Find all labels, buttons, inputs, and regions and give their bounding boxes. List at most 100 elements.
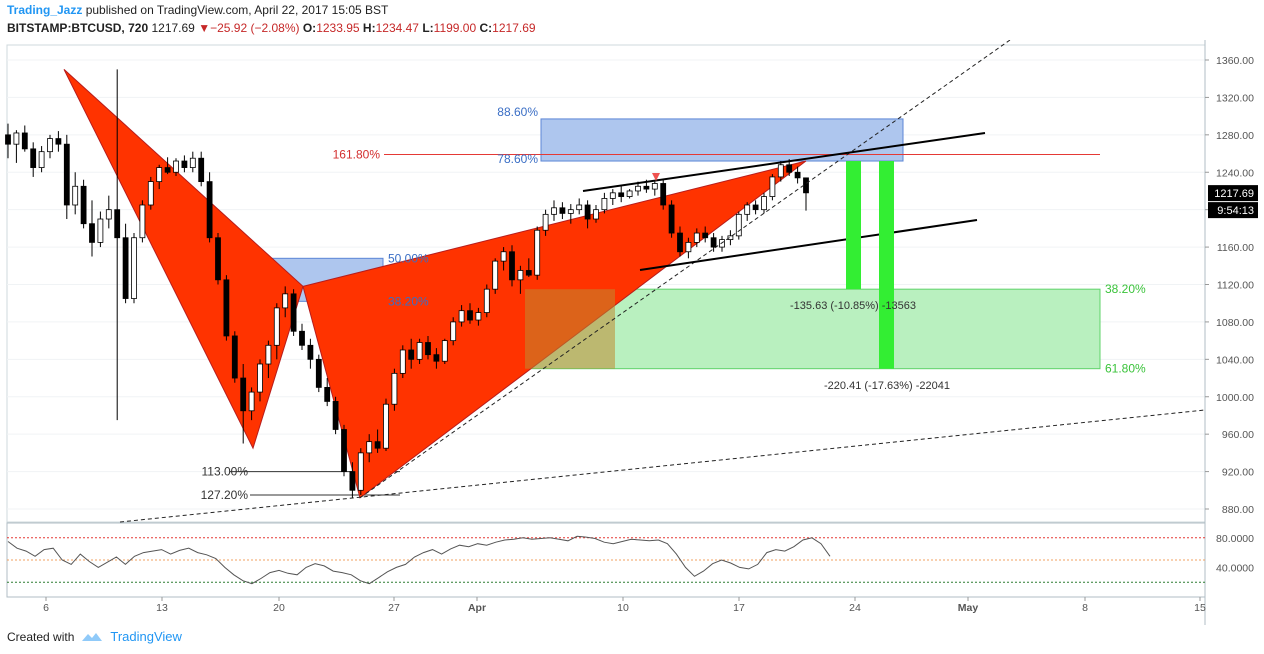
candle (357, 452, 364, 491)
candle (383, 403, 389, 449)
author-link[interactable]: Trading_Jazz (7, 3, 83, 17)
candle (114, 209, 121, 239)
fib-label-61-target: 61.80% (1105, 362, 1146, 376)
tradingview-link[interactable]: TradingView (110, 629, 182, 644)
candle (173, 160, 179, 173)
high-value: 1234.47 (375, 21, 419, 35)
fib-label-161: 161.80% (333, 147, 381, 161)
candle (769, 176, 776, 197)
pattern-xab (63, 68, 304, 450)
target-bar-2 (879, 161, 894, 369)
candle (89, 223, 95, 243)
price-chart[interactable]: 88.60% 78.60% 161.80% 50.00% 38.20% 38.20% 61.… (0, 40, 1264, 625)
candle (366, 441, 373, 454)
time-tick-label: 6 (43, 602, 49, 614)
rsi-pane: 80.0000 40.0000 (6, 522, 1254, 598)
candle (752, 204, 759, 211)
candle (240, 377, 247, 412)
pattern-zone-overlap (525, 289, 615, 369)
candle (97, 218, 104, 243)
created-with-text: Created with (7, 629, 75, 644)
fib-label-38-b: 38.20% (388, 294, 429, 308)
candle (349, 471, 356, 491)
time-axis[interactable]: 6 13 20 27 Apr 10 17 24 May 8 15 (7, 596, 1206, 614)
candle (525, 270, 532, 276)
candle (38, 151, 45, 168)
candle (189, 157, 196, 168)
candle (324, 386, 331, 402)
price-tick-label: 1040.00 (1216, 354, 1254, 366)
candle (467, 310, 473, 321)
candle (198, 157, 205, 183)
candle (72, 185, 79, 206)
candle (399, 349, 406, 374)
candle (542, 213, 549, 231)
price-tick-label: 1320.00 (1216, 92, 1254, 104)
candle (794, 171, 801, 179)
candle (181, 160, 188, 168)
candle (391, 372, 398, 405)
candle (534, 229, 541, 276)
candle (231, 335, 238, 379)
candle (559, 207, 566, 214)
candle (593, 209, 599, 220)
candle (576, 204, 583, 211)
candle (131, 237, 137, 299)
candle (374, 441, 381, 449)
symbol-label[interactable]: BITSTAMP:BTCUSD, 720 (7, 21, 149, 35)
time-tick-label: 20 (273, 602, 285, 614)
candle (13, 132, 20, 145)
price-tick-label: 1160.00 (1217, 242, 1254, 254)
price-tick-label: 1240.00 (1216, 167, 1254, 179)
last-price-tag (1208, 185, 1258, 202)
candle (105, 209, 112, 220)
candle (509, 251, 515, 281)
low-value: 1199.00 (433, 21, 477, 35)
candle (441, 340, 448, 362)
channel-top-line (582, 132, 986, 192)
time-tick-label: 24 (849, 602, 861, 614)
price-tick-label: 1280.00 (1216, 130, 1254, 142)
tradingview-logo-icon (82, 632, 103, 641)
last-price-label: 1217.69 (1214, 188, 1254, 200)
candle (735, 213, 742, 237)
fib-label-127: 127.20% (201, 488, 249, 502)
candle (450, 321, 457, 342)
candle (408, 349, 415, 360)
fib-label-38-target: 38.20% (1105, 282, 1146, 296)
footer: Created with TradingView (7, 629, 182, 644)
candle (164, 167, 171, 173)
candle (786, 164, 793, 173)
candle (483, 288, 490, 313)
rsi-line (7, 535, 831, 585)
candle (685, 242, 692, 253)
time-tick-label: 27 (388, 602, 400, 614)
down-arrow-icon: ▼ (198, 21, 211, 35)
last-price: 1217.69 (151, 21, 195, 35)
candle (55, 138, 62, 145)
rsi-tick-label: 40.0000 (1216, 562, 1254, 574)
time-tick-label: Apr (468, 602, 486, 614)
candle (223, 279, 230, 337)
candle (341, 429, 347, 472)
candle (299, 330, 305, 346)
candle (500, 251, 507, 262)
publish-line: Trading_Jazz published on TradingView.co… (7, 3, 388, 17)
overlays: 88.60% 78.60% 161.80% 50.00% 38.20% 38.20% 61.… (119, 40, 1206, 523)
low-label: L: (422, 21, 434, 35)
measure-label-2: -220.41 (-17.63%) -22041 (824, 380, 950, 392)
candle (702, 232, 709, 239)
candle (215, 237, 221, 281)
candle (248, 391, 255, 412)
candle (727, 235, 734, 241)
candle (677, 232, 683, 253)
fib-label-88: 88.60% (497, 105, 538, 119)
candle (315, 358, 322, 388)
candle (433, 354, 440, 362)
candle (265, 344, 272, 365)
candle (307, 344, 314, 360)
candle (517, 270, 524, 281)
candle (273, 307, 280, 346)
grid (6, 44, 1206, 523)
candle (803, 177, 809, 194)
